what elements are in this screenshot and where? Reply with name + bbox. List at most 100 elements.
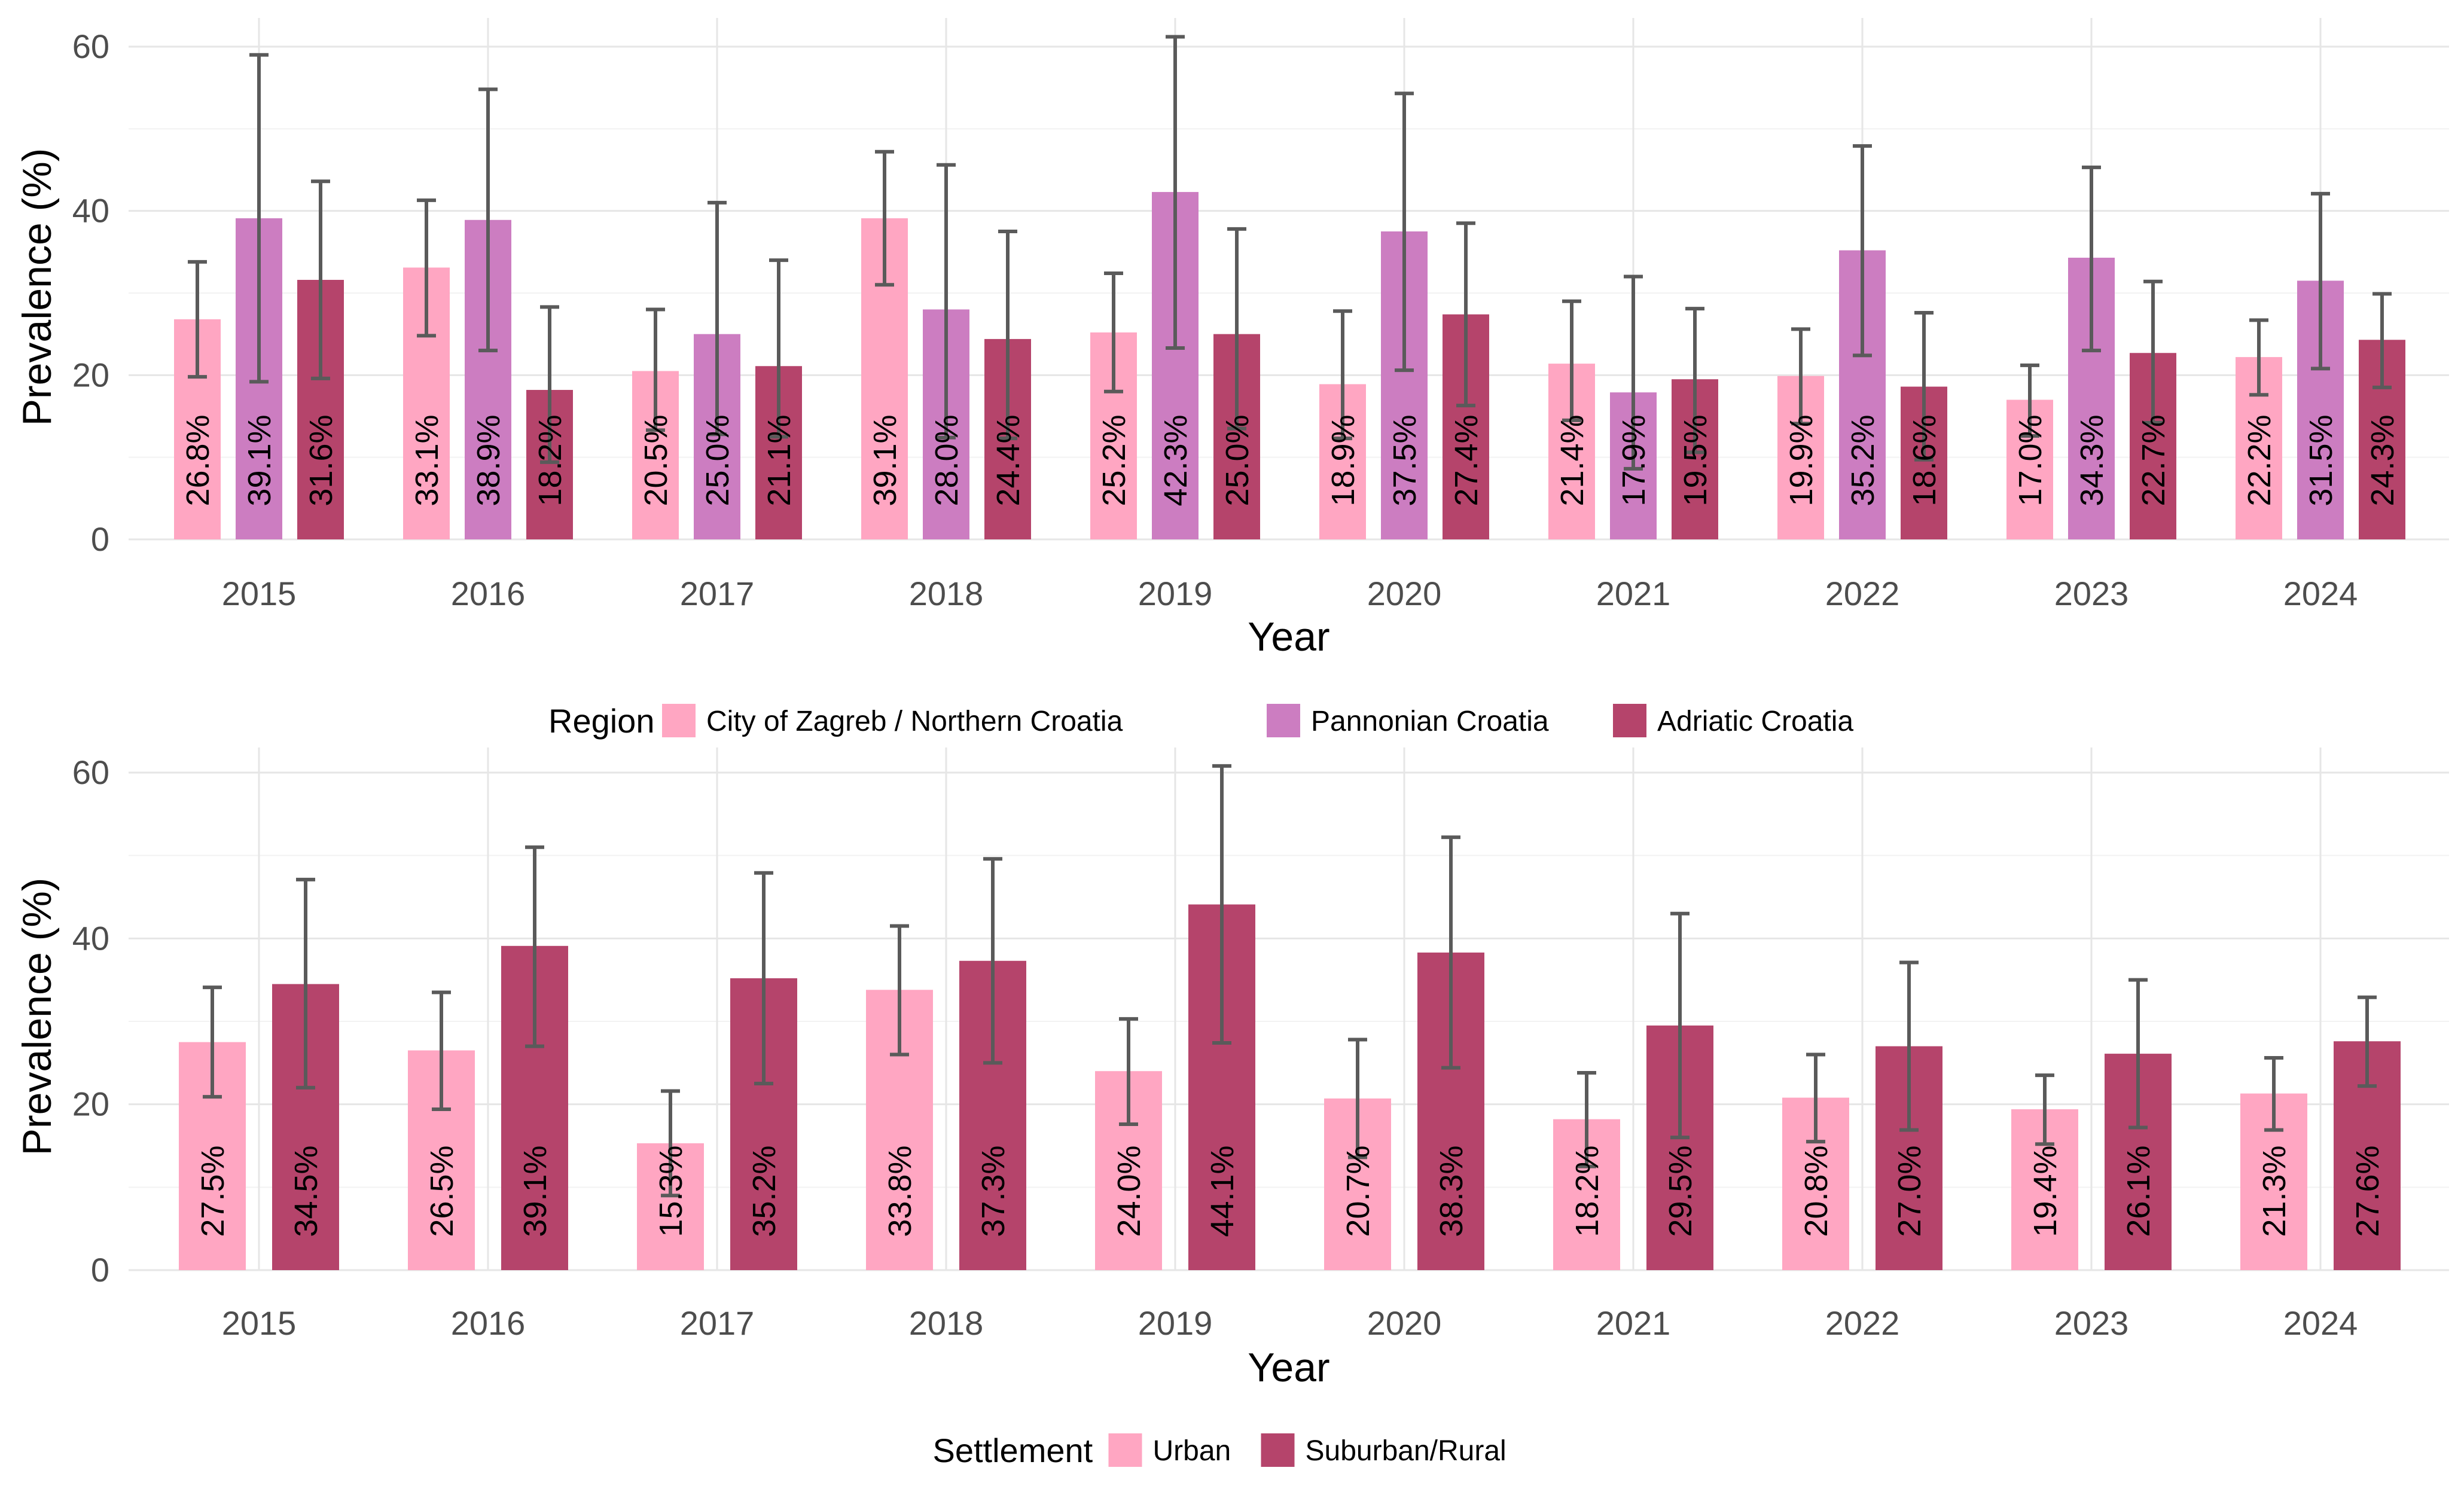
bar-value-label: 17.0% (2012, 414, 2048, 506)
bar-value-label: 39.1% (517, 1145, 553, 1237)
bar-value-label: 25.2% (1096, 414, 1132, 506)
settlement-y-axis-title: Prevalence (%) (14, 878, 60, 1156)
bar-value-label: 34.5% (288, 1145, 324, 1237)
bar-value-label: 18.2% (532, 414, 568, 506)
bar-value-label: 35.2% (1845, 414, 1881, 506)
region-x-axis-title: Year (1248, 614, 1329, 660)
bar-value-label: 17.9% (1616, 414, 1652, 506)
legend-swatch (1108, 1433, 1142, 1467)
settlement-gridlines (129, 747, 2449, 1271)
bar-value-label: 21.1% (761, 414, 797, 506)
x-tick-label: 2017 (680, 575, 755, 612)
bar-value-label: 34.3% (2074, 414, 2110, 506)
bar-value-label: 27.6% (2350, 1145, 2386, 1237)
settlement-x-tick-labels: 2015 2016 2017 2018 2019 2020 2021 2022 2023 2024 (222, 1304, 2358, 1342)
bar-value-label: 31.6% (303, 414, 339, 506)
legend-item-label: Urban (1153, 1435, 1231, 1467)
region-bar-labels: 26.8% 33.1% 20.5% 39.1% 25.2% 18.9% 21.4% 19.9%… (180, 414, 2401, 506)
bar-value-label: 20.5% (638, 414, 674, 506)
bar-value-label: 19.4% (2027, 1145, 2063, 1237)
bar-value-label: 19.9% (1783, 414, 1819, 506)
bar-value-label: 15.3% (653, 1145, 689, 1237)
bar-value-label: 37.5% (1387, 414, 1423, 506)
y-tick-label: 60 (72, 28, 109, 65)
region-bars (174, 192, 2405, 540)
region-errorbars (188, 35, 2392, 471)
x-tick-label: 2023 (2054, 575, 2129, 612)
region-x-tick-labels: 2015 2016 2017 2018 2019 2020 2021 2022 2023 2024 (222, 575, 2358, 612)
bar-value-label: 22.7% (2136, 414, 2172, 506)
x-tick-label: 2015 (222, 575, 297, 612)
x-tick-label: 2018 (909, 575, 984, 612)
settlement-panel: 27.5% 26.5% 15.3% 33.8% 24.0% 20.7% 18.2% 20.8%… (14, 747, 2449, 1469)
bar-value-label: 22.2% (2242, 414, 2277, 506)
bar-value-label: 39.1% (867, 414, 903, 506)
x-tick-label: 2019 (1138, 575, 1213, 612)
x-tick-label: 2016 (451, 575, 526, 612)
settlement-x-axis-title: Year (1248, 1345, 1329, 1390)
x-tick-label: 2021 (1596, 575, 1671, 612)
y-tick-label: 20 (72, 1085, 109, 1123)
legend-swatch (1613, 704, 1646, 737)
x-tick-label: 2020 (1367, 575, 1442, 612)
bar-value-label: 42.3% (1158, 414, 1194, 506)
bar-value-label: 27.0% (1892, 1145, 1928, 1237)
legend-title: Region (548, 702, 654, 740)
x-tick-label: 2022 (1825, 1304, 1900, 1342)
y-tick-label: 40 (72, 192, 109, 230)
bar-value-label: 26.1% (2121, 1145, 2157, 1237)
x-tick-label: 2023 (2054, 1304, 2129, 1342)
region-panel: 26.8% 33.1% 20.5% 39.1% 25.2% 18.9% 21.4% 19.9%… (14, 18, 2449, 740)
x-tick-label: 2020 (1367, 1304, 1442, 1342)
settlement-y-tick-labels: 0 20 40 60 (72, 753, 109, 1289)
legend-swatch (1267, 704, 1300, 737)
bar-value-label: 27.4% (1448, 414, 1484, 506)
x-tick-label: 2024 (2283, 575, 2358, 612)
bar-value-label: 28.0% (929, 414, 965, 506)
legend-item-label: City of Zagreb / Northern Croatia (706, 706, 1123, 737)
bar-value-label: 18.9% (1325, 414, 1361, 506)
x-tick-label: 2021 (1596, 1304, 1671, 1342)
settlement-errorbars (203, 764, 2377, 1198)
bar-value-label: 38.3% (1434, 1145, 1469, 1237)
y-tick-label: 20 (72, 356, 109, 393)
bar-value-label: 26.8% (180, 414, 216, 506)
settlement-bar-labels: 27.5% 26.5% 15.3% 33.8% 24.0% 20.7% 18.2% 20.8%… (195, 1145, 2386, 1237)
x-tick-label: 2017 (680, 1304, 755, 1342)
bar-value-label: 25.0% (700, 414, 736, 506)
bar-value-label: 24.0% (1111, 1145, 1147, 1237)
y-tick-label: 0 (91, 1251, 109, 1289)
bar-value-label: 26.5% (424, 1145, 460, 1237)
y-tick-label: 60 (72, 753, 109, 791)
x-tick-label: 2024 (2283, 1304, 2358, 1342)
bar-value-label: 37.3% (975, 1145, 1011, 1237)
bar-value-label: 24.4% (990, 414, 1026, 506)
bar-value-label: 33.8% (882, 1145, 918, 1237)
region-legend: Region City of Zagreb / Northern Croatia P… (548, 702, 1853, 740)
bar-value-label: 29.5% (1663, 1145, 1698, 1237)
settlement-bars (179, 904, 2401, 1270)
bar-value-label: 21.3% (2256, 1145, 2292, 1237)
x-tick-label: 2015 (222, 1304, 297, 1342)
x-tick-label: 2019 (1138, 1304, 1213, 1342)
legend-item-label: Pannonian Croatia (1311, 706, 1549, 737)
bar-value-label: 24.3% (2365, 414, 2401, 506)
bar-value-label: 27.5% (195, 1145, 231, 1237)
legend-swatch (662, 704, 696, 737)
y-tick-label: 0 (91, 520, 109, 558)
bar-value-label: 33.1% (409, 414, 445, 506)
x-tick-label: 2016 (451, 1304, 526, 1342)
bar-value-label: 21.4% (1554, 414, 1590, 506)
bar-value-label: 18.2% (1569, 1145, 1605, 1237)
x-tick-label: 2022 (1825, 575, 1900, 612)
legend-swatch (1261, 1433, 1295, 1467)
x-tick-label: 2018 (909, 1304, 984, 1342)
bar-value-label: 44.1% (1204, 1145, 1240, 1237)
region-y-tick-labels: 0 20 40 60 (72, 28, 109, 558)
bar-value-label: 38.9% (471, 414, 507, 506)
bar-value-label: 31.5% (2303, 414, 2339, 506)
legend-item-label: Adriatic Croatia (1657, 706, 1853, 737)
bar-value-label: 20.8% (1798, 1145, 1834, 1237)
bar-value-label: 18.6% (1907, 414, 1942, 506)
